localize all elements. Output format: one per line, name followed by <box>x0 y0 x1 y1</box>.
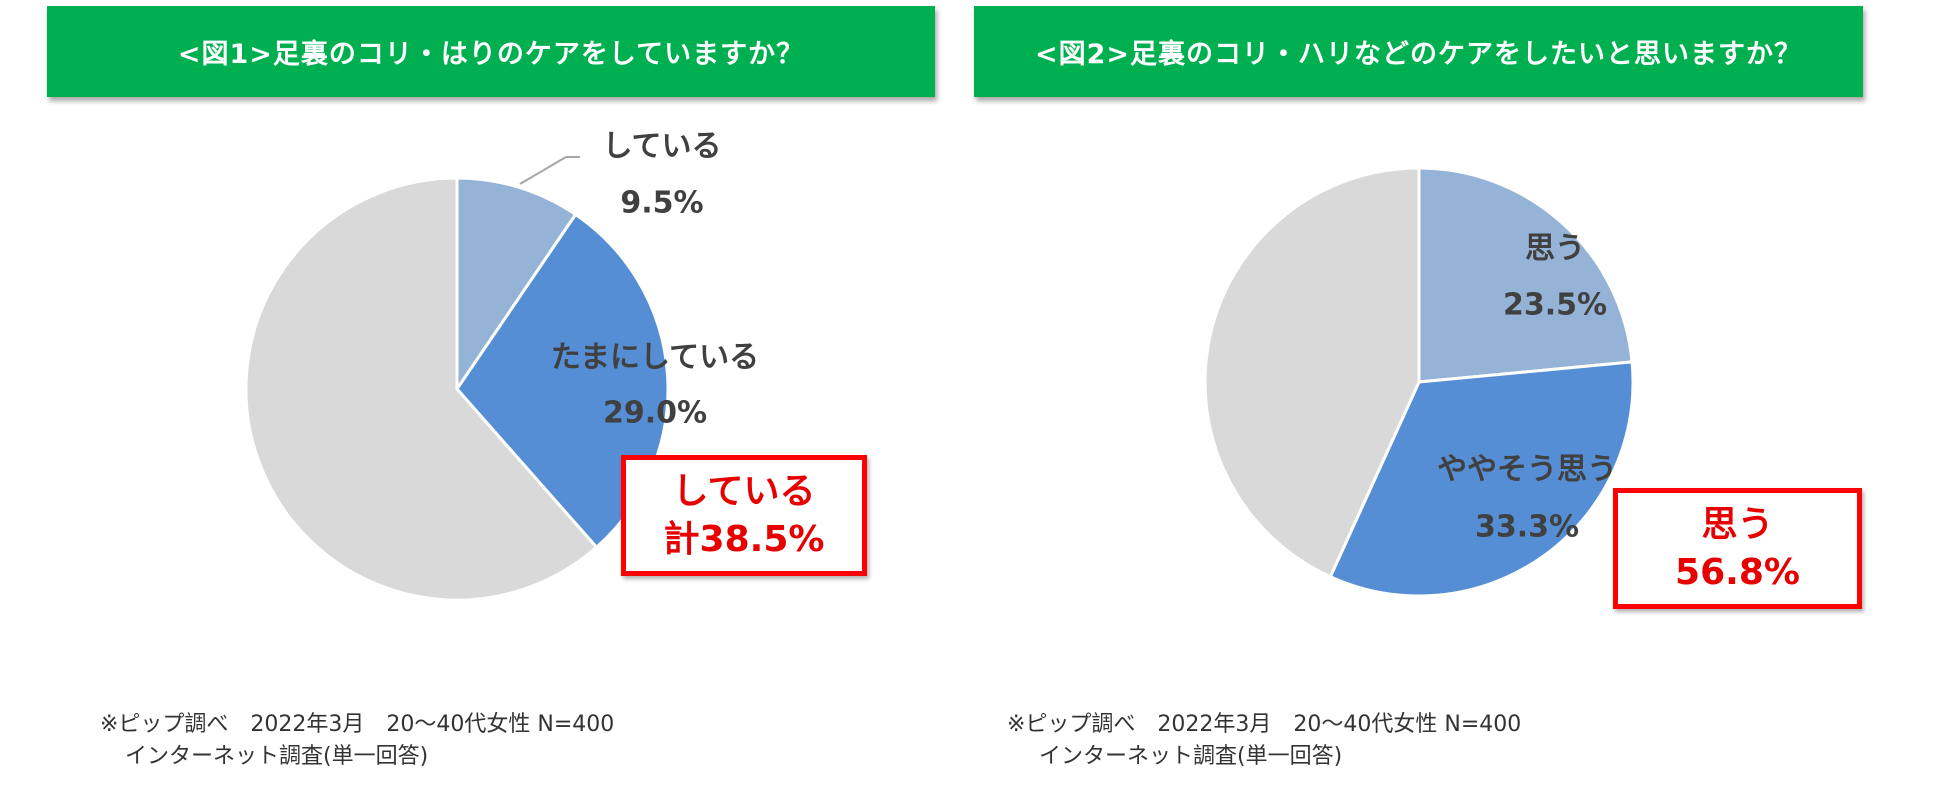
chart2-total-callout: 思う 56.8% <box>1613 488 1862 609</box>
chart2-slice-3 <box>1203 166 1421 579</box>
chart2-footnote-line2: インターネット調査(単一回答) <box>1039 744 1343 769</box>
chart2-callout-line1: 思う <box>1701 503 1774 545</box>
chart2-callout-line2: 56.8% <box>1675 551 1800 593</box>
chart2-slice2-label: ややそう思う <box>1437 452 1617 487</box>
chart1-total-callout: している 計38.5% <box>621 455 867 576</box>
chart2-slice-2 <box>1328 360 1635 598</box>
chart2-slice2-value: 33.3% <box>1474 509 1580 545</box>
chart1-leader-line <box>519 156 580 185</box>
chart1-slice2-value: 29.0% <box>602 395 708 431</box>
chart1-slice-1 <box>455 176 578 394</box>
chart2-title: <図2>足裏のコリ・ハリなどのケアをしたいと思いますか？ <box>1034 39 1803 70</box>
chart1-pie <box>244 176 670 602</box>
chart1-callout-line1: している <box>672 470 816 512</box>
chart1-slice-3 <box>244 176 599 602</box>
chart1-title-banner: <図1>足裏のコリ・はりのケアをしていますか？ <box>47 6 935 97</box>
chart2-slice1-label: 思う <box>1525 231 1585 266</box>
chart2-slice-1 <box>1417 166 1634 384</box>
chart2-title-banner: <図2>足裏のコリ・ハリなどのケアをしたいと思いますか？ <box>974 6 1863 97</box>
chart1-slice1-value: 9.5% <box>620 185 704 221</box>
chart1-footnote-line2: インターネット調査(単一回答) <box>125 744 429 769</box>
chart1-slice1-label: している <box>602 129 722 164</box>
chart2-pie <box>1203 166 1635 598</box>
chart1-callout-line2: 計38.5% <box>663 518 825 560</box>
chart1-title: <図1>足裏のコリ・はりのケアをしていますか？ <box>177 39 805 70</box>
chart2-footnote-line1: ※ピップ調べ 2022年3月 20～40代女性 N=400 <box>1007 712 1522 737</box>
chart1-slice2-label: たまにしている <box>550 340 760 375</box>
chart1-footnote-line1: ※ピップ調べ 2022年3月 20～40代女性 N=400 <box>100 712 615 737</box>
chart2-slice1-value: 23.5% <box>1502 287 1608 323</box>
